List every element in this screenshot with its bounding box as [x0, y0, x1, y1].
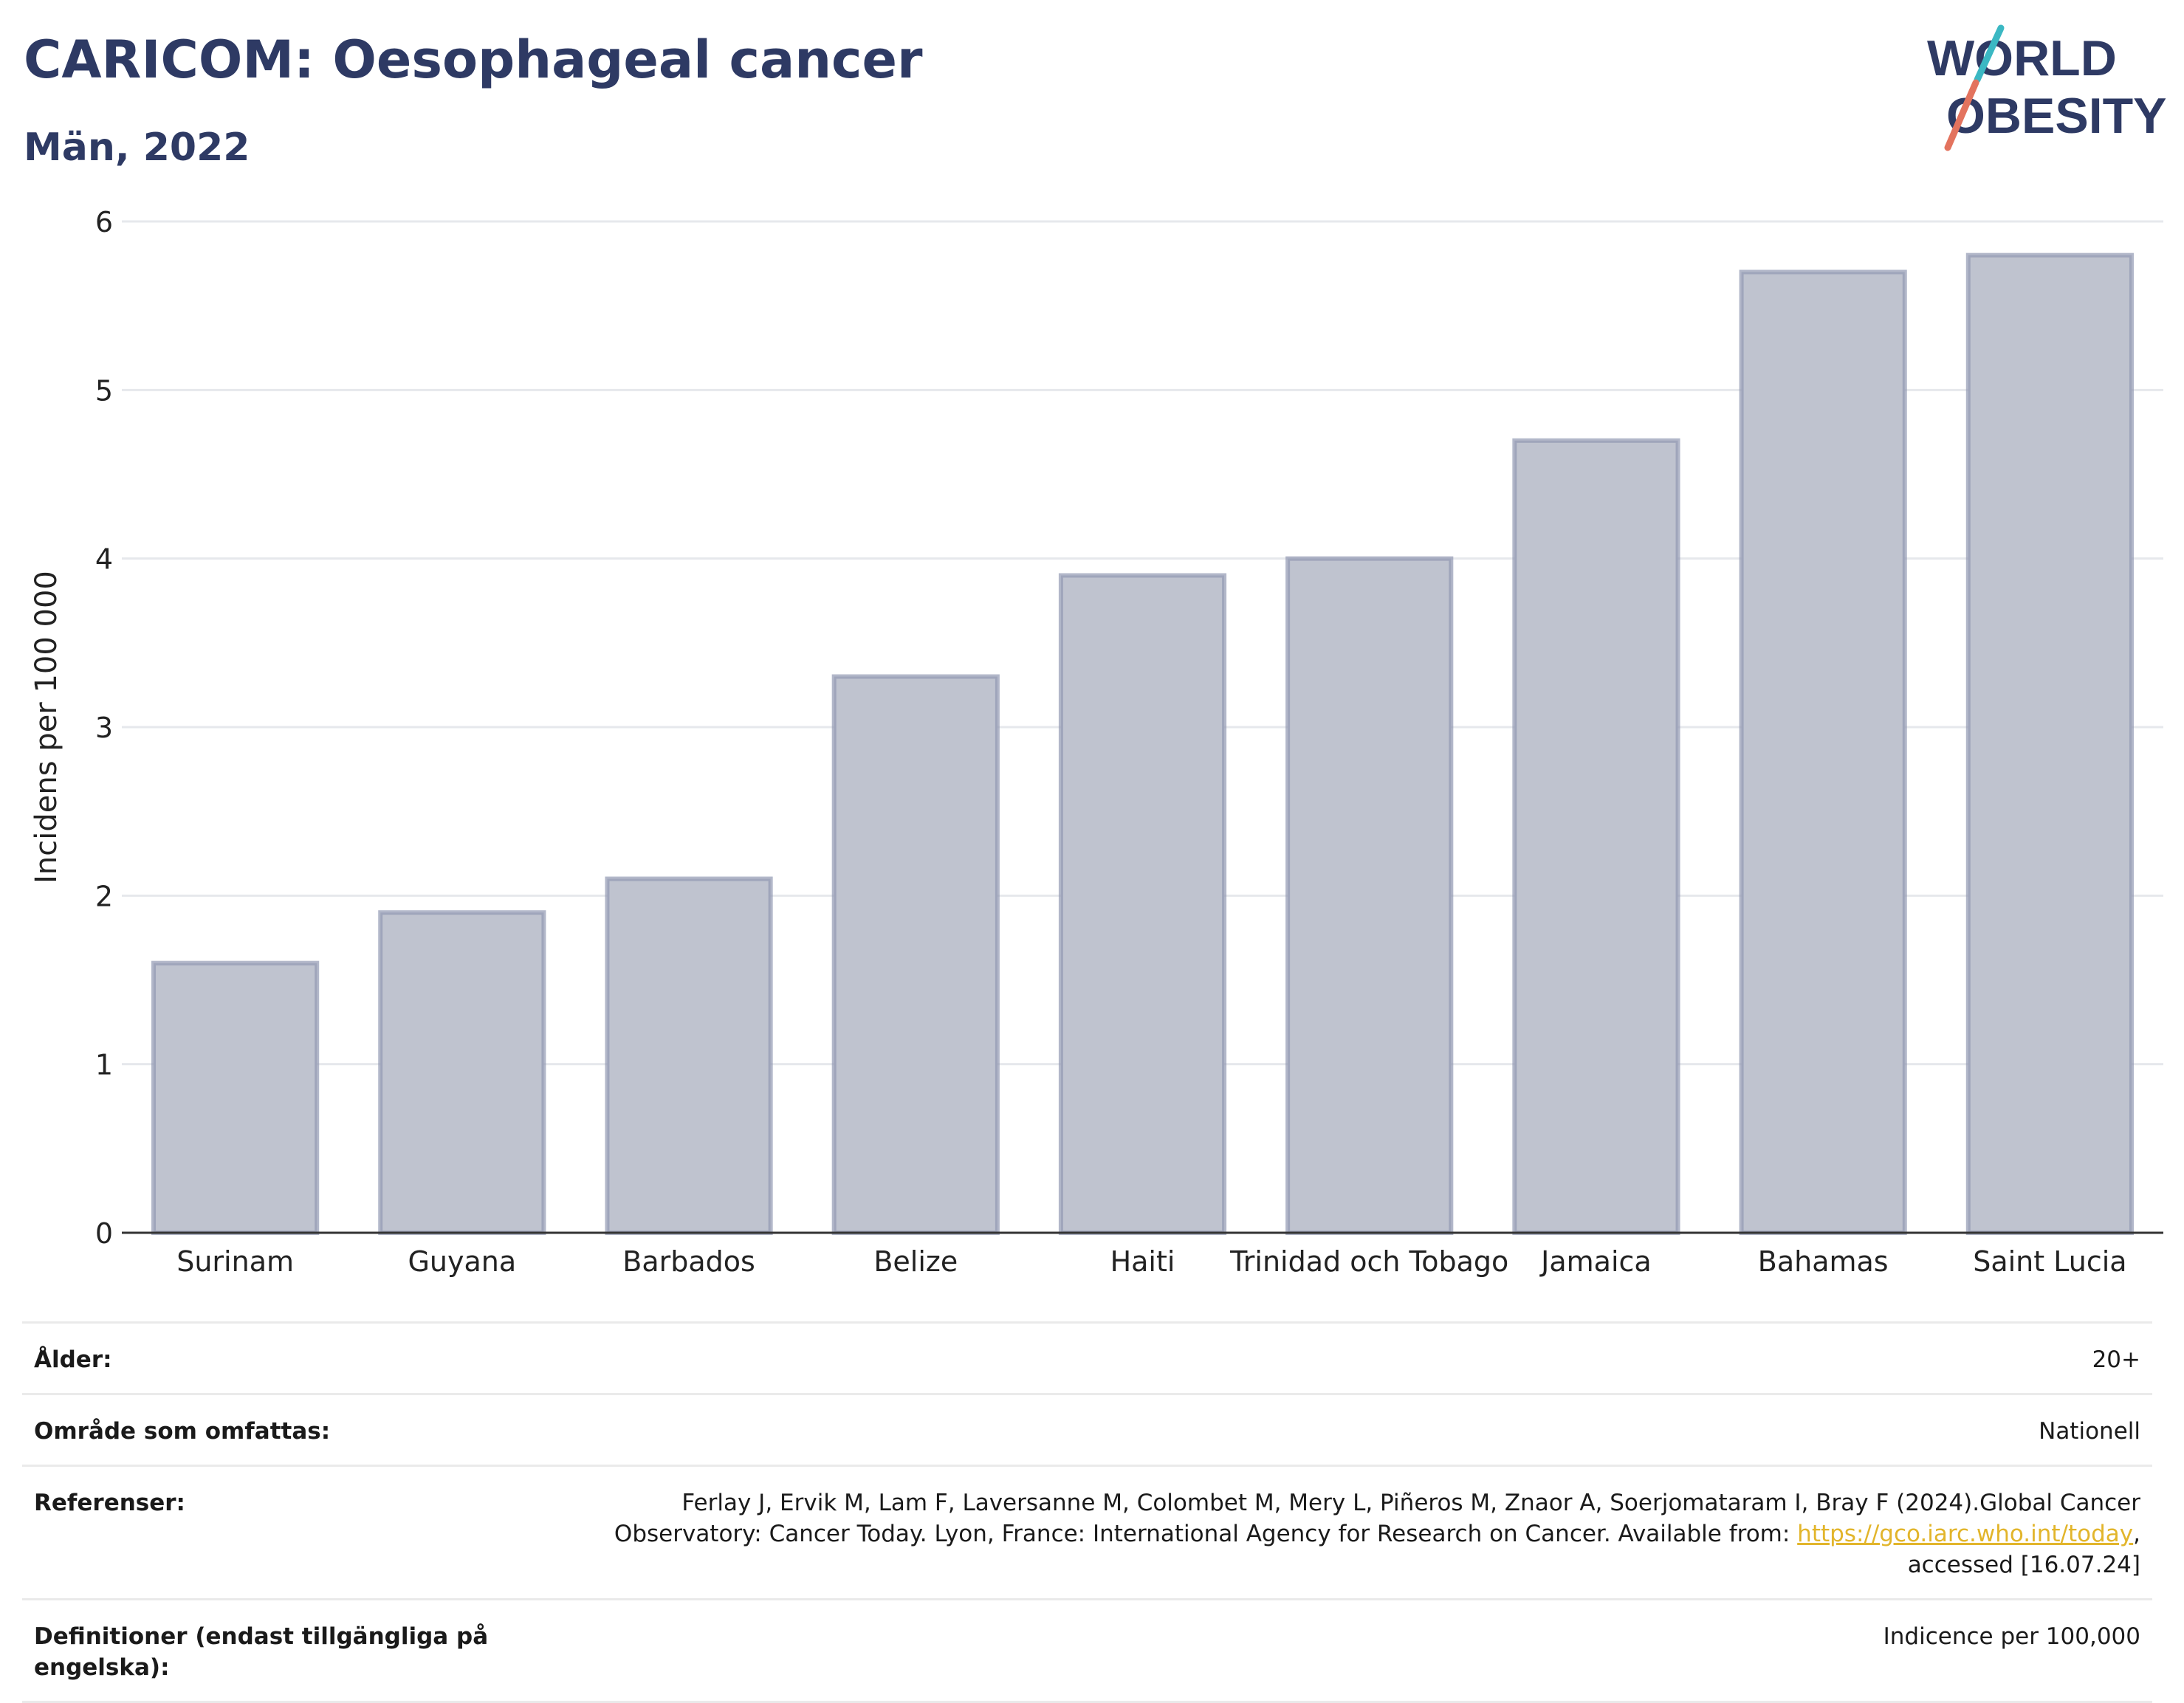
meta-label-references: Referenser:: [34, 1490, 185, 1516]
world-obesity-logo: WORLD OBESITY: [1927, 24, 2167, 151]
reference-line2-suffix: ,: [2133, 1521, 2140, 1547]
meta-value-age: 20+: [2092, 1346, 2140, 1373]
meta-label-definitions: Definitioner (endast tillgängliga på eng…: [34, 1623, 489, 1681]
x-tick-label: Haiti: [1110, 1245, 1175, 1278]
y-axis-title: Incidens per 100 000: [30, 571, 63, 884]
bars: [151, 252, 2134, 1236]
bar: [1285, 556, 1454, 1235]
y-tick-label: 6: [95, 206, 113, 238]
meta-row-definitions: Definitioner (endast tillgängliga på eng…: [22, 1598, 2152, 1703]
chart-title: CARICOM: Oesophageal cancer: [24, 30, 923, 90]
bar: [378, 910, 546, 1236]
x-tick-label: Jamaica: [1539, 1245, 1652, 1278]
bar: [1965, 252, 2134, 1236]
meta-value-definitions: Indicence per 100,000: [1883, 1623, 2140, 1650]
reference-line1: Ferlay J, Ervik M, Lam F, Laversanne M, …: [681, 1490, 2140, 1516]
y-tick-label: 5: [95, 374, 113, 407]
y-tick-label: 0: [95, 1217, 113, 1250]
x-tick-label: Bahamas: [1758, 1245, 1889, 1278]
meta-label-area: Område som omfattas:: [34, 1418, 331, 1445]
y-tick-label: 1: [95, 1049, 113, 1081]
meta-value-area: Nationell: [2039, 1418, 2140, 1445]
logo-coral-slash: [1944, 79, 1979, 151]
logo-teal-slash: [1974, 24, 2005, 83]
bar: [1058, 573, 1227, 1235]
reference-link[interactable]: https://gco.iarc.who.int/today: [1797, 1521, 2134, 1547]
reference-line3: accessed [16.07.24]: [1907, 1552, 2140, 1578]
y-tick-label: 2: [95, 880, 113, 912]
meta-row-references: Referenser: Ferlay J, Ervik M, Lam F, La…: [22, 1465, 2152, 1598]
tick-labels: 0 1 2 3 4 5 6 Surinam Guyana Barbados Belize Haiti T…: [30, 206, 2127, 1278]
meta-row-age: Ålder: 20+: [22, 1321, 2152, 1393]
bar: [605, 876, 773, 1235]
meta-label-age: Ålder:: [34, 1346, 112, 1373]
x-tick-label: Guyana: [408, 1245, 516, 1278]
metadata-table: Ålder: 20+ Område som omfattas: Nationel…: [22, 1321, 2152, 1703]
y-tick-label: 4: [95, 543, 113, 576]
bar: [1512, 438, 1680, 1235]
x-tick-label: Belize: [873, 1245, 958, 1278]
x-tick-label: Saint Lucia: [1973, 1245, 2126, 1278]
x-tick-label: Surinam: [176, 1245, 294, 1278]
chart-subtitle: Män, 2022: [24, 125, 250, 170]
y-tick-label: 3: [95, 712, 113, 744]
x-tick-label: Barbados: [622, 1245, 755, 1278]
reference-line2: Observatory: Cancer Today. Lyon, France:…: [614, 1521, 1798, 1547]
bar-chart: 0 1 2 3 4 5 6 Surinam Guyana Barbados Belize Haiti T…: [30, 206, 2163, 1278]
bar: [1739, 269, 1907, 1235]
meta-value-references: Ferlay J, Ervik M, Lam F, Laversanne M, …: [614, 1487, 2140, 1580]
logo-line2: OBESITY: [1946, 88, 2167, 144]
x-tick-label: Trinidad och Tobago: [1229, 1245, 1508, 1278]
meta-row-area: Område som omfattas: Nationell: [22, 1393, 2152, 1465]
bar: [151, 960, 320, 1235]
logo-line1: WORLD: [1927, 30, 2117, 86]
bar: [831, 674, 1000, 1235]
